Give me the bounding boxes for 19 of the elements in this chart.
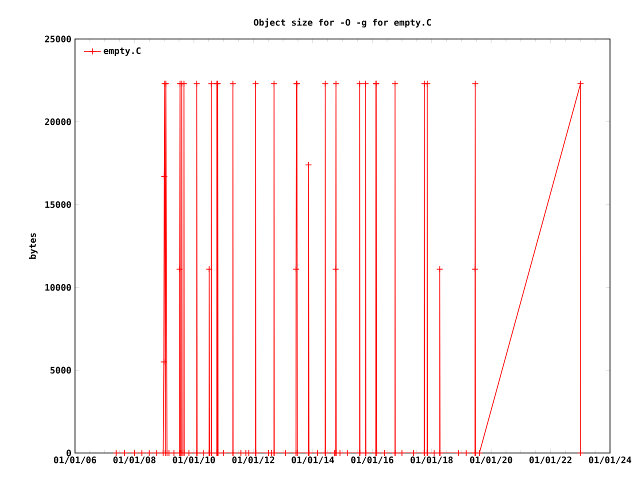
legend-label: empty.C	[104, 47, 140, 56]
x-tick-label: 01/01/14	[292, 456, 334, 464]
y-axis-title: bytes	[28, 233, 38, 259]
x-tick-label: 01/01/24	[588, 456, 632, 464]
x-tick-label: 01/01/10	[172, 456, 215, 464]
x-tick-label: 01/01/16	[351, 456, 394, 464]
y-tick-label: 15000	[45, 201, 71, 208]
x-tick-label: 01/01/12	[232, 456, 274, 464]
x-tick-label: 01/01/06	[54, 456, 96, 464]
y-tick-label: 5000	[50, 366, 71, 374]
chart-title: Object size for -O -g for empty.C	[254, 18, 431, 28]
y-tick-label: 10000	[45, 284, 71, 291]
x-tick-label: 01/01/18	[410, 456, 453, 464]
y-tick-label: 25000	[44, 36, 71, 42]
y-tick-label: 20000	[44, 118, 71, 126]
y-tick-label: 0	[66, 450, 71, 456]
x-tick-label: 01/01/22	[530, 456, 572, 464]
x-tick-label: 01/01/20	[470, 456, 512, 464]
x-tick-label: 01/01/08	[113, 456, 156, 464]
